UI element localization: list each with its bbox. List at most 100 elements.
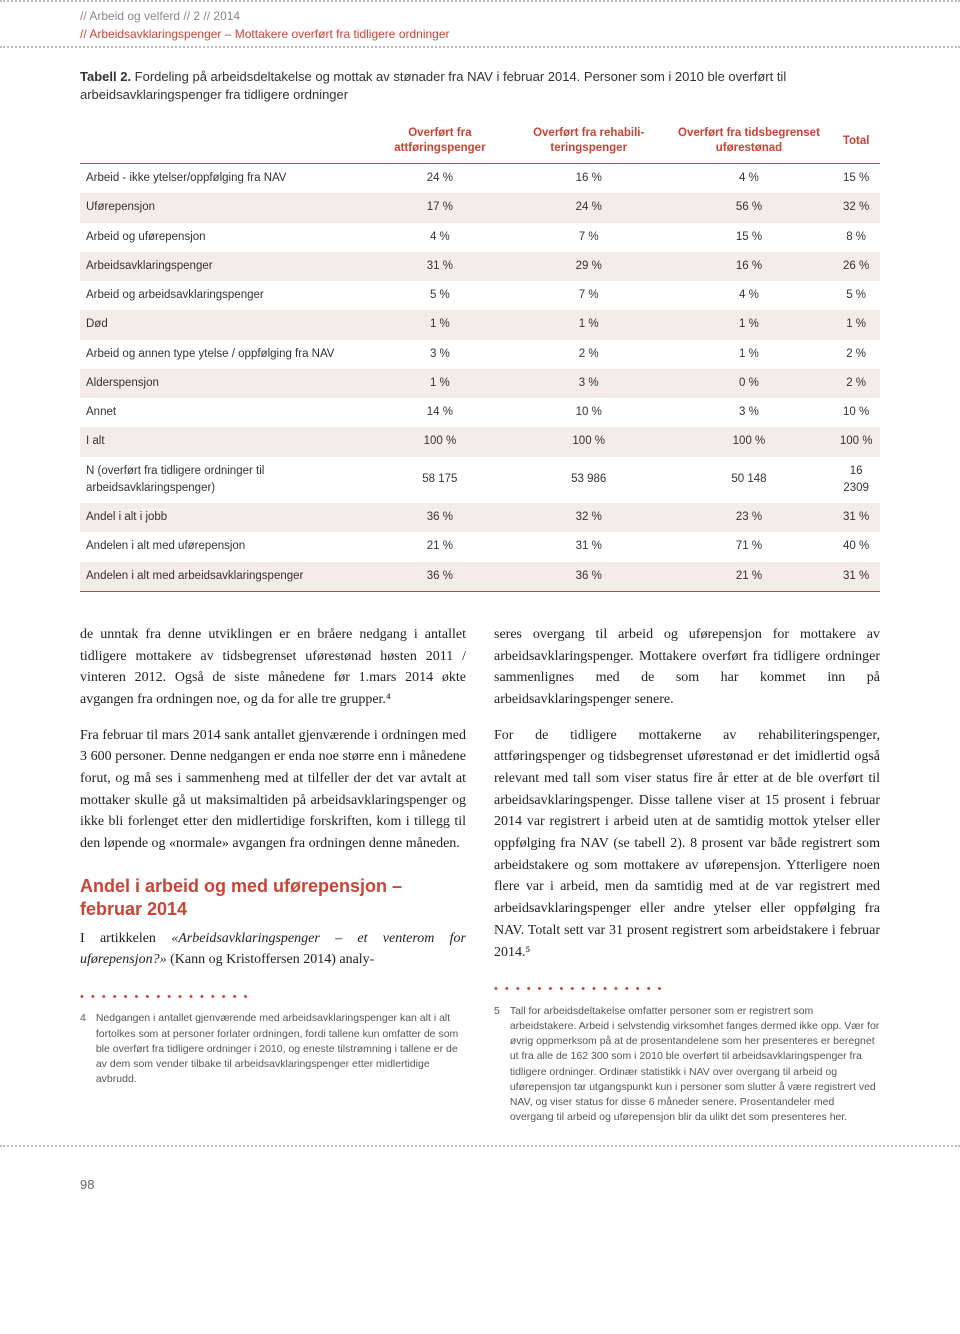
table-cell: Annet	[80, 398, 368, 427]
table-cell: 0 %	[666, 369, 833, 398]
table-row: Andel i alt i jobb36 %32 %23 %31 %	[80, 503, 880, 532]
table-cell: 4 %	[666, 281, 833, 310]
table-cell: 4 %	[368, 223, 512, 252]
table-cell: 17 %	[368, 193, 512, 222]
table-header-cell	[80, 118, 368, 163]
table-row: N (overført fra tidligere ordninger til …	[80, 457, 880, 504]
table-row: Død1 %1 %1 %1 %	[80, 310, 880, 339]
footnote-text: Tall for arbeidsdeltakelse omfatter pers…	[510, 1004, 880, 1126]
table-cell: 32 %	[512, 503, 666, 532]
table-caption-label: Tabell 2.	[80, 69, 131, 84]
section-heading: Andel i arbeid og med uførepensjon – feb…	[80, 875, 466, 922]
table-cell: 36 %	[512, 562, 666, 592]
footnote-4: 4 Nedgangen i antallet gjenværende med a…	[80, 1011, 466, 1087]
table-cell: N (overført fra tidligere ordninger til …	[80, 457, 368, 504]
right-p2: For de tidligere mottakerne av rehabilit…	[494, 725, 880, 964]
table-cell: 36 %	[368, 503, 512, 532]
table-cell: 4 %	[666, 164, 833, 194]
table-cell: Arbeid - ikke ytelser/oppfølging fra NAV	[80, 164, 368, 194]
left-p3: I artikkelen «Arbeidsavklaringspenger – …	[80, 928, 466, 971]
table-cell: 1 %	[666, 310, 833, 339]
table-row: Arbeidsavklaringspenger31 %29 %16 %26 %	[80, 252, 880, 281]
table-cell: 2 %	[512, 340, 666, 369]
table-cell: 1 %	[368, 369, 512, 398]
table-cell: 15 %	[666, 223, 833, 252]
table-cell: 31 %	[368, 252, 512, 281]
left-p2: Fra februar til mars 2014 sank antallet …	[80, 725, 466, 855]
body-columns: de unntak fra denne utviklingen er en br…	[80, 624, 880, 1126]
page-number: 98	[0, 1167, 960, 1203]
table-header-cell: Overført fra attføringspenger	[368, 118, 512, 163]
table-row: Arbeid og arbeidsavklaringspenger5 %7 %4…	[80, 281, 880, 310]
table-cell: 2 %	[832, 369, 880, 398]
table-cell: 10 %	[512, 398, 666, 427]
table-header-cell: Overført fra tids­begrenset uførestønad	[666, 118, 833, 163]
table-cell: 5 %	[368, 281, 512, 310]
table-2: Tabell 2. Fordeling på arbeidsdeltakelse…	[80, 68, 880, 592]
table-cell: Arbeid og arbeidsavklaringspenger	[80, 281, 368, 310]
data-table: Overført fra attføringspengerOverført fr…	[80, 118, 880, 592]
table-row: Andelen i alt med uførepensjon21 %31 %71…	[80, 532, 880, 561]
table-cell: 40 %	[832, 532, 880, 561]
table-cell: 31 %	[832, 562, 880, 592]
page-header: // Arbeid og velferd // 2 // 2014 // Arb…	[0, 2, 960, 46]
table-cell: 1 %	[512, 310, 666, 339]
table-cell: 16 2309	[832, 457, 880, 504]
table-cell: 2 %	[832, 340, 880, 369]
table-cell: 1 %	[832, 310, 880, 339]
table-cell: 8 %	[832, 223, 880, 252]
table-cell: 3 %	[368, 340, 512, 369]
table-cell: 10 %	[832, 398, 880, 427]
table-caption: Tabell 2. Fordeling på arbeidsdeltakelse…	[80, 68, 880, 104]
table-cell: 16 %	[512, 164, 666, 194]
table-cell: 100 %	[368, 427, 512, 456]
table-row: I alt100 %100 %100 %100 %	[80, 427, 880, 456]
footnote-num: 4	[80, 1011, 86, 1087]
table-cell: 7 %	[512, 281, 666, 310]
table-row: Arbeid - ikke ytelser/oppfølging fra NAV…	[80, 164, 880, 194]
table-cell: 24 %	[368, 164, 512, 194]
table-cell: 23 %	[666, 503, 833, 532]
table-cell: I alt	[80, 427, 368, 456]
right-p1: seres overgang til arbeid og uførepensjo…	[494, 624, 880, 711]
table-cell: 3 %	[666, 398, 833, 427]
table-cell: 16 %	[666, 252, 833, 281]
footnote-5: 5 Tall for arbeidsdeltakelse omfatter pe…	[494, 1004, 880, 1126]
table-cell: 100 %	[666, 427, 833, 456]
table-row: Andelen i alt med arbeidsavklaringspenge…	[80, 562, 880, 592]
table-cell: 71 %	[666, 532, 833, 561]
table-cell: 24 %	[512, 193, 666, 222]
table-cell: Arbeidsavklaringspenger	[80, 252, 368, 281]
table-cell: 15 %	[832, 164, 880, 194]
table-cell: 53 986	[512, 457, 666, 504]
table-header-cell: Total	[832, 118, 880, 163]
table-row: Arbeid og annen type ytelse / oppfølging…	[80, 340, 880, 369]
table-cell: 1 %	[368, 310, 512, 339]
left-column: de unntak fra denne utviklingen er en br…	[80, 624, 466, 1126]
table-cell: Arbeid og annen type ytelse / oppfølging…	[80, 340, 368, 369]
table-caption-text: Fordeling på arbeidsdeltakelse og mottak…	[80, 69, 786, 102]
right-column: seres overgang til arbeid og uførepensjo…	[494, 624, 880, 1126]
left-p1: de unntak fra denne utviklingen er en br…	[80, 624, 466, 711]
table-cell: 21 %	[666, 562, 833, 592]
footnote-num: 5	[494, 1004, 500, 1126]
table-cell: 31 %	[832, 503, 880, 532]
table-cell: Andelen i alt med arbeidsavklaringspenge…	[80, 562, 368, 592]
table-cell: 26 %	[832, 252, 880, 281]
table-cell: 58 175	[368, 457, 512, 504]
table-cell: 21 %	[368, 532, 512, 561]
table-cell: Andelen i alt med uførepensjon	[80, 532, 368, 561]
table-row: Uførepensjon17 %24 %56 %32 %	[80, 193, 880, 222]
table-cell: 31 %	[512, 532, 666, 561]
left-p3a: I artikkelen	[80, 931, 171, 946]
table-cell: Arbeid og uførepensjon	[80, 223, 368, 252]
table-header-cell: Overført fra rehabili­teringspenger	[512, 118, 666, 163]
table-cell: 7 %	[512, 223, 666, 252]
table-cell: 36 %	[368, 562, 512, 592]
table-cell: 56 %	[666, 193, 833, 222]
table-cell: Alderspensjon	[80, 369, 368, 398]
table-cell: 14 %	[368, 398, 512, 427]
table-cell: 5 %	[832, 281, 880, 310]
table-cell: 32 %	[832, 193, 880, 222]
table-cell: 100 %	[832, 427, 880, 456]
